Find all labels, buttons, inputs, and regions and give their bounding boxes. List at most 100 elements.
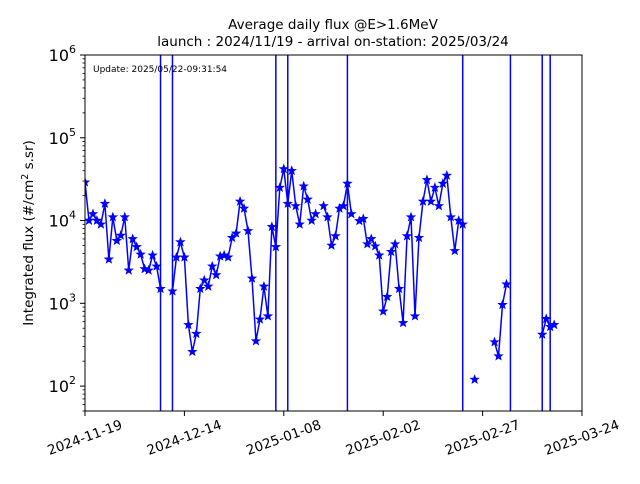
y-tick-label: 104 <box>49 209 76 231</box>
chart-subtitle: launch : 2024/11/19 - arrival on-station… <box>157 34 509 50</box>
data-point <box>378 305 389 316</box>
data-point <box>318 200 329 211</box>
y-tick-label-base: 10 <box>49 129 69 148</box>
y-tick-label-exponent: 4 <box>69 209 76 222</box>
data-point <box>381 291 393 302</box>
data-point <box>211 269 222 280</box>
data-point <box>199 274 210 285</box>
data-point <box>405 211 417 222</box>
data-point <box>135 248 146 259</box>
data-point <box>489 336 500 347</box>
data-point <box>111 235 122 246</box>
data-point <box>298 180 309 191</box>
data-point <box>397 317 409 328</box>
data-point <box>143 264 154 275</box>
data-point <box>374 249 385 260</box>
data-point <box>425 196 437 206</box>
data-point <box>401 230 413 241</box>
data-point <box>385 246 397 257</box>
data-point <box>187 346 198 357</box>
data-point <box>85 176 91 187</box>
data-point <box>230 227 242 238</box>
data-point <box>179 251 190 262</box>
data-point <box>250 335 262 346</box>
y-tick-label: 106 <box>49 43 76 65</box>
data-point <box>393 283 405 294</box>
data-point <box>246 272 258 283</box>
data-point <box>290 200 301 211</box>
data-point <box>95 218 107 229</box>
data-point <box>326 240 337 250</box>
data-point <box>370 240 381 251</box>
data-point <box>493 350 504 361</box>
data-point <box>429 182 441 193</box>
data-point <box>437 178 449 188</box>
y-tick-label-exponent: 6 <box>69 43 76 56</box>
data-point <box>497 299 508 310</box>
data-point <box>441 170 453 180</box>
data-point <box>362 238 373 249</box>
data-point <box>421 174 433 185</box>
series-line <box>493 284 508 357</box>
data-point <box>302 193 313 204</box>
data-point <box>226 232 238 243</box>
data-point <box>115 230 126 240</box>
data-point <box>433 200 445 211</box>
data-point <box>191 328 202 339</box>
data-point <box>310 208 321 219</box>
y-tick-label-base: 10 <box>49 377 69 396</box>
data-point <box>330 230 341 241</box>
y-tick-label: 103 <box>49 291 76 313</box>
data-point <box>207 260 218 271</box>
data-point <box>306 215 317 225</box>
data-point <box>366 233 377 244</box>
data-point <box>258 280 270 291</box>
data-point <box>107 211 119 222</box>
y-axis-label-main: Integrated flux (#/cm <box>21 180 37 326</box>
y-axis-label: Integrated flux (#/cm2 s.sr) <box>20 140 37 326</box>
chart-title: Average daily flux @E>1.6MeV <box>228 17 438 33</box>
data-point <box>175 236 186 247</box>
data-point <box>358 213 369 224</box>
y-tick-label-exponent: 5 <box>69 126 76 139</box>
y-axis-label-superscript: 2 <box>20 174 31 180</box>
data-point <box>409 310 421 321</box>
data-point <box>99 198 111 209</box>
y-tick-label-base: 10 <box>49 46 69 65</box>
data-point <box>294 218 305 229</box>
data-point <box>238 202 250 213</box>
data-point <box>242 225 254 236</box>
data-point <box>131 241 142 252</box>
y-tick-label-exponent: 2 <box>69 374 76 387</box>
data-point <box>87 208 99 219</box>
plot-area <box>85 55 560 411</box>
data-point <box>413 232 425 243</box>
plot-frame <box>84 54 583 412</box>
data-point <box>195 283 206 294</box>
data-point <box>445 211 456 222</box>
data-point <box>123 264 134 275</box>
data-point <box>91 215 103 225</box>
y-tick-label-exponent: 3 <box>69 291 76 304</box>
data-point <box>234 196 246 206</box>
data-point <box>103 253 115 264</box>
data-point <box>222 251 234 262</box>
data-point <box>389 238 401 249</box>
data-point <box>119 211 130 222</box>
y-axis-label-unit: s.sr) <box>21 140 37 173</box>
y-tick-label-base: 10 <box>49 212 69 231</box>
data-point <box>183 319 194 330</box>
data-point <box>469 374 480 384</box>
data-point <box>449 245 460 256</box>
y-tick-label: 102 <box>49 374 76 396</box>
data-point <box>262 310 274 321</box>
data-point <box>322 211 333 222</box>
data-point <box>203 280 214 291</box>
y-tick-label-base: 10 <box>49 294 69 313</box>
update-annotation: Update: 2025/05/22-09:31:54 <box>93 65 227 75</box>
data-point <box>127 233 138 244</box>
